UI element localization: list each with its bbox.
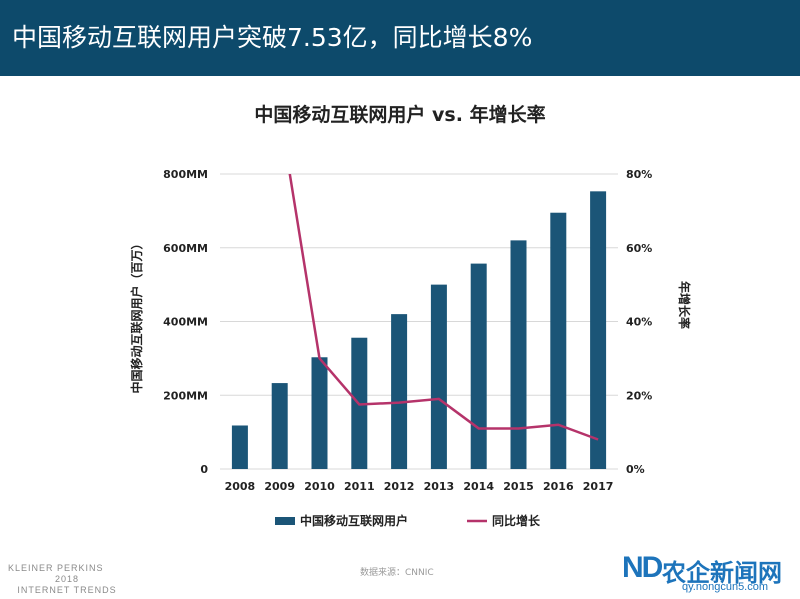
x-tick-label: 2013 (424, 480, 455, 493)
y-axis-title-right: 年增长率 (677, 281, 692, 329)
brand-line-2: 2018 (54, 574, 80, 584)
footer-brand: KLEINER PERKINS 2018 INTERNET TRENDS (8, 563, 126, 596)
x-tick-label: 2017 (583, 480, 614, 493)
x-tick-label: 2016 (543, 480, 574, 493)
y-tick-label-right: 40% (626, 316, 652, 329)
page-title: 中国移动互联网用户突破7.53亿，同比增长8% (12, 23, 533, 52)
y-tick-label-left: 600MM (163, 242, 208, 255)
x-tick-label: 2012 (384, 480, 415, 493)
legend-label-line: 同比增长 (492, 513, 541, 528)
x-tick-label: 2014 (463, 480, 494, 493)
bar (550, 212, 567, 469)
chart-title: 中国移动互联网用户 vs. 年增长率 (254, 104, 546, 126)
bar (271, 383, 288, 469)
bar (510, 240, 527, 469)
bar (590, 191, 607, 470)
y-tick-label-right: 60% (626, 242, 652, 255)
bar (430, 284, 447, 469)
x-tick-label: 2010 (304, 480, 335, 493)
x-tick-label: 2011 (344, 480, 375, 493)
y-tick-label-right: 80% (626, 168, 652, 181)
y-tick-label-left: 800MM (163, 168, 208, 181)
watermark-mark: ND (622, 551, 663, 584)
brand-line-3: INTERNET TRENDS (17, 585, 117, 595)
watermark-url: qy.nongcun5.com (682, 581, 769, 593)
watermark-logo: ND 农企新闻网 qy.nongcun5.com (622, 549, 794, 595)
bar (470, 263, 487, 469)
bar (391, 314, 408, 469)
legend-label-bar: 中国移动互联网用户 (300, 513, 408, 528)
x-tick-label: 2008 (225, 480, 256, 493)
legend-swatch-bar (275, 517, 295, 525)
y-tick-label-right: 20% (626, 389, 652, 402)
x-tick-label: 2015 (503, 480, 534, 493)
y-tick-label-left: 0 (200, 463, 208, 476)
y-tick-label-right: 0% (626, 463, 645, 476)
bar (311, 357, 328, 469)
watermark-name: 农企新闻网 (662, 559, 782, 587)
header-bar: 中国移动互联网用户突破7.53亿，同比增长8% (0, 0, 800, 76)
y-tick-label-left: 400MM (163, 316, 208, 329)
bar (231, 425, 248, 469)
y-axis-title-left: 中国移动互联网用户（百万） (129, 237, 144, 393)
brand-line-1: KLEINER PERKINS (8, 563, 104, 573)
x-tick-label: 2009 (264, 480, 295, 493)
growth-line (288, 174, 599, 441)
y-tick-label-left: 200MM (163, 389, 208, 402)
data-source: 数据来源：CNNIC (360, 568, 434, 578)
